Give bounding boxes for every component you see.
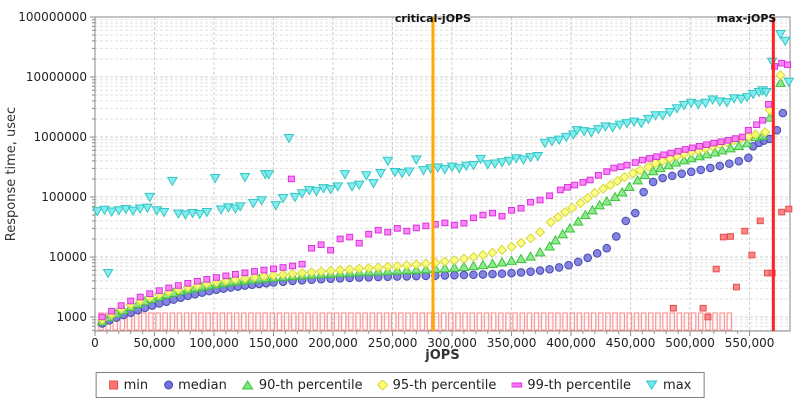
legend-label-99th: 99-th percentile: [527, 377, 632, 393]
min-square-icon: [109, 380, 119, 390]
median-circle-icon: [163, 380, 173, 390]
svg-text:10000: 10000: [49, 250, 87, 264]
svg-text:1000: 1000: [56, 310, 87, 324]
y-axis-title: Response time, usec: [4, 107, 19, 241]
x-axis-title: jOPS: [424, 348, 459, 363]
svg-text:100,000: 100,000: [189, 336, 239, 350]
data-points-layer: [91, 29, 795, 331]
series-points-min: [98, 205, 793, 331]
legend-label-median: median: [178, 377, 227, 393]
p90-triangle-icon: [241, 380, 254, 390]
svg-text:200,000: 200,000: [308, 336, 358, 350]
svg-text:300,000: 300,000: [427, 336, 477, 350]
svg-text:550,000: 550,000: [725, 336, 775, 350]
series-points-99-th-percentile: [98, 59, 792, 321]
legend: min median 90-th percentile 95-th percen…: [95, 372, 705, 398]
max-jops-label: max-jOPS: [717, 12, 777, 25]
critical-jops-label: critical-jOPS: [395, 12, 471, 25]
svg-text:100000: 100000: [41, 190, 87, 204]
legend-label-95th: 95-th percentile: [392, 377, 497, 393]
legend-item-95th: 95-th percentile: [377, 377, 497, 393]
svg-text:450,000: 450,000: [606, 336, 656, 350]
plot-area-border: [94, 16, 791, 332]
legend-item-90th: 90-th percentile: [241, 377, 363, 393]
svg-text:250,000: 250,000: [368, 336, 418, 350]
svg-text:400,000: 400,000: [546, 336, 596, 350]
series-points-90-th-percentile: [96, 77, 786, 326]
series-points-median: [97, 108, 788, 328]
max-triangle-down-icon: [646, 380, 658, 390]
y-axis-ticks: 1000 10000 100000 1000000 10000000 100000000: [18, 10, 95, 331]
legend-item-99th: 99-th percentile: [511, 378, 631, 393]
svg-text:1000000: 1000000: [34, 130, 87, 144]
svg-text:100000000: 100000000: [18, 10, 87, 24]
legend-label-max: max: [663, 377, 692, 393]
legend-item-median: median: [163, 378, 227, 393]
x-axis-ticks: 0 50,000 100,000 150,000 200,000 250,000 300,0…: [91, 331, 774, 350]
series-points-max: [91, 29, 795, 279]
svg-text:350,000: 350,000: [487, 336, 537, 350]
svg-text:150,000: 150,000: [249, 336, 299, 350]
legend-label-90th: 90-th percentile: [258, 377, 363, 393]
legend-item-max: max: [646, 378, 691, 393]
legend-item-min: min: [109, 377, 149, 393]
legend-label-min: min: [123, 377, 149, 393]
p99-bar-icon: [511, 382, 522, 388]
svg-text:10000000: 10000000: [26, 70, 87, 84]
svg-text:500,000: 500,000: [665, 336, 715, 350]
svg-text:0: 0: [91, 336, 99, 350]
svg-text:50,000: 50,000: [134, 336, 176, 350]
p95-diamond-icon: [377, 380, 388, 390]
